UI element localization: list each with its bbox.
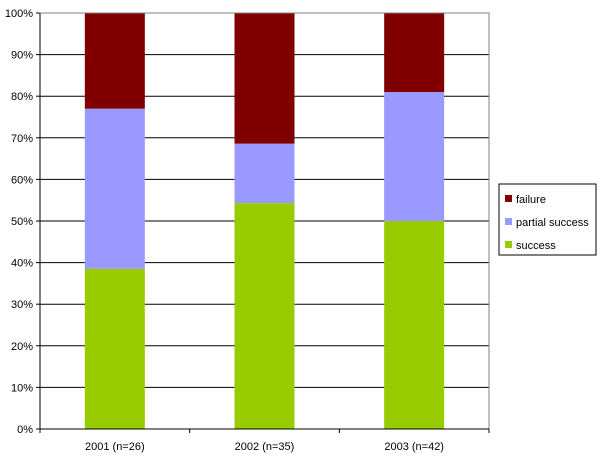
- legend-swatch-failure: [505, 195, 512, 202]
- y-tick-label: 10%: [11, 382, 33, 394]
- y-tick-label: 20%: [11, 341, 33, 353]
- legend-label: failure: [516, 194, 546, 206]
- bar-segment-partial-success: [84, 108, 145, 269]
- bars: [84, 13, 445, 429]
- legend-swatch-success: [505, 241, 512, 248]
- x-category-label: 2002 (n=35): [235, 441, 295, 453]
- legend-box: [498, 183, 597, 256]
- x-category-label: 2003 (n=42): [384, 441, 444, 453]
- bar-segment-partial-success: [234, 143, 295, 204]
- y-tick-label: 90%: [11, 50, 33, 62]
- bar-segment-partial-success: [384, 92, 445, 221]
- bar-segment-success: [384, 221, 445, 429]
- y-tick-label: 40%: [11, 258, 33, 270]
- x-category-label: 2001 (n=26): [85, 441, 145, 453]
- legend-swatch-partial-success: [505, 218, 512, 225]
- bar-segment-failure: [234, 13, 295, 144]
- y-tick-label: 0%: [17, 424, 33, 436]
- bar-segment-success: [234, 203, 295, 429]
- y-axis-ticks: 0% 10% 20% 30% 40% 50% 60% 70% 80% 90% 100%: [5, 8, 40, 436]
- axes: [39, 12, 490, 433]
- y-tick-label: 70%: [11, 133, 33, 145]
- y-tick-label: 30%: [11, 299, 33, 311]
- legend-label: success: [516, 240, 556, 252]
- x-axis-labels: 2001 (n=26) 2002 (n=35) 2003 (n=42): [85, 441, 444, 453]
- y-tick-label: 50%: [11, 216, 33, 228]
- y-tick-label: 80%: [11, 91, 33, 103]
- legend: failure partial success success: [498, 183, 597, 256]
- bar-segment-failure: [84, 13, 145, 109]
- bar-segment-failure: [384, 13, 445, 93]
- bar-segment-success: [84, 268, 145, 429]
- legend-label: partial success: [516, 217, 589, 229]
- y-tick-label: 60%: [11, 174, 33, 186]
- y-tick-label: 100%: [5, 8, 33, 20]
